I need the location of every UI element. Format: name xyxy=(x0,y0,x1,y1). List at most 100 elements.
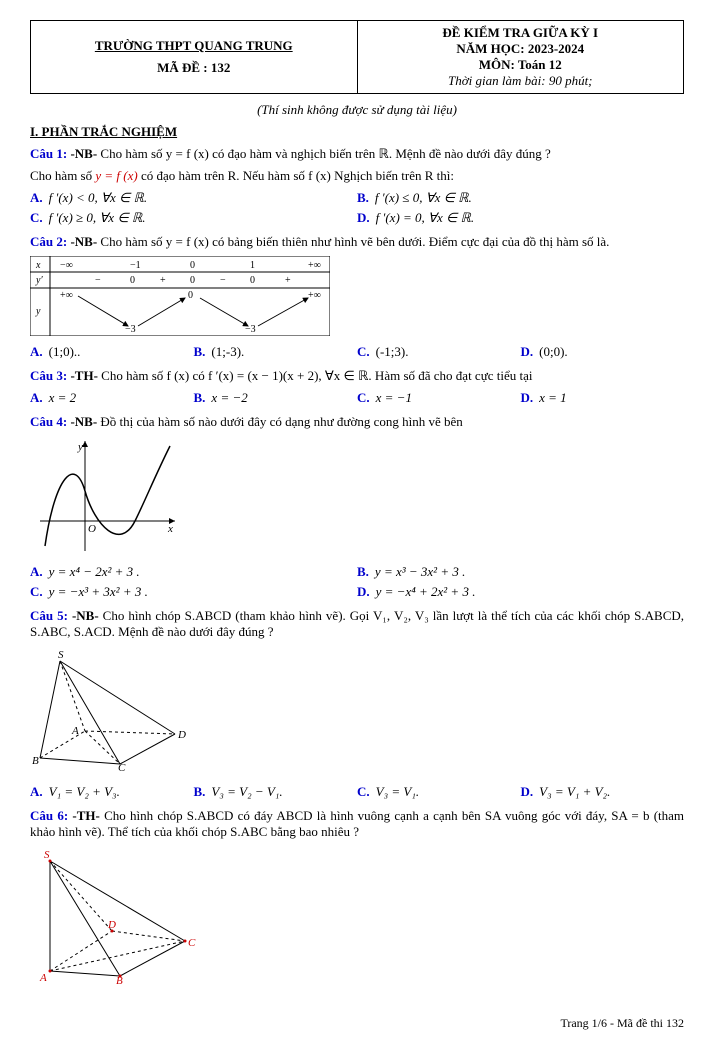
q4-B: y = x³ − 3x² + 3 . xyxy=(375,564,465,579)
q2-B-label: B. xyxy=(194,344,206,359)
q4-A-label: A. xyxy=(30,564,43,579)
section-heading: I. PHẦN TRẮC NGHIỆM xyxy=(30,124,684,140)
q1-B: f ′(x) ≤ 0, ∀x ∈ ℝ. xyxy=(375,190,472,205)
q5-options: A. V₁ = V₂ + V₃. B. V₃ = V₂ − V₁. C. V₃ = V… xyxy=(30,782,684,802)
svg-text:1: 1 xyxy=(250,260,255,271)
svg-text:y: y xyxy=(77,441,83,453)
svg-text:+∞: +∞ xyxy=(308,290,321,301)
header-box: TRƯỜNG THPT QUANG TRUNG MÃ ĐỀ : 132 ĐỀ K… xyxy=(30,20,684,94)
q3-text: Cho hàm số f (x) có f ′(x) = (x − 1)(x +… xyxy=(101,368,532,383)
q4-D-label: D. xyxy=(357,584,370,599)
duration: Thời gian làm bài: 90 phút; xyxy=(366,73,676,89)
q5-B: V₃ = V₂ − V₁. xyxy=(211,784,282,799)
q4-graph: y x O xyxy=(30,436,684,556)
q5-D-label: D. xyxy=(521,784,534,799)
svg-text:0: 0 xyxy=(250,275,255,286)
page-footer: Trang 1/6 - Mã đề thi 132 xyxy=(30,1016,684,1031)
school-name: TRƯỜNG THPT QUANG TRUNG xyxy=(39,38,349,54)
q2-line: Câu 2: -NB- Cho hàm số y = f (x) có bảng… xyxy=(30,234,684,250)
q2-B: (1;-3). xyxy=(211,344,244,359)
svg-text:O: O xyxy=(88,523,96,535)
q1-text: Cho hàm số y = f (x) có đạo hàm và nghịc… xyxy=(100,146,550,161)
instruction: (Thí sinh không được sử dụng tài liệu) xyxy=(30,102,684,118)
svg-text:D: D xyxy=(107,919,116,931)
svg-text:−∞: −∞ xyxy=(60,260,73,271)
q3-C-label: C. xyxy=(357,390,370,405)
q4-options: A.y = x⁴ − 2x² + 3 . B.y = x³ − 3x² + 3 … xyxy=(30,562,684,602)
q2-variation-table: x y′ y −∞ −1 0 1 +∞ − 0 + 0 − 0 + +∞ 0 +… xyxy=(30,256,684,336)
q6-label: Câu 6: xyxy=(30,808,68,823)
q2-A: (1;0).. xyxy=(49,344,81,359)
svg-text:x: x xyxy=(35,260,41,271)
svg-text:+: + xyxy=(285,275,291,286)
q1-options: A. f ′(x) < 0, ∀x ∈ ℝ. B. f ′(x) ≤ 0, ∀x ∈… xyxy=(30,188,684,228)
q4-text: Đồ thị của hàm số nào dưới đây có dạng n… xyxy=(100,414,462,429)
q4-tag: -NB- xyxy=(70,414,97,429)
q5-B-label: B. xyxy=(194,784,206,799)
q3-B: x = −2 xyxy=(211,390,247,405)
q1-sub: Cho hàm số y = f (x) có đạo hàm trên R. … xyxy=(30,168,684,184)
exam-code: MÃ ĐỀ : 132 xyxy=(39,60,349,76)
q3-options: A.x = 2 B.x = −2 C.x = −1 D.x = 1 xyxy=(30,388,684,408)
svg-text:S: S xyxy=(58,649,64,661)
q5-A: V₁ = V₂ + V₃. xyxy=(49,784,120,799)
q1-A-label: A. xyxy=(30,190,43,205)
q5-C-label: C. xyxy=(357,784,370,799)
q1-label: Câu 1: xyxy=(30,146,67,161)
svg-text:D: D xyxy=(177,729,186,741)
q1-A: f ′(x) < 0, ∀x ∈ ℝ. xyxy=(49,190,147,205)
q4-C: y = −x³ + 3x² + 3 . xyxy=(49,584,148,599)
q3-D-label: D. xyxy=(521,390,534,405)
q1-B-label: B. xyxy=(357,190,369,205)
svg-text:0: 0 xyxy=(188,290,193,301)
q3-label: Câu 3: xyxy=(30,368,67,383)
svg-text:y: y xyxy=(35,306,41,317)
svg-text:0: 0 xyxy=(190,260,195,271)
q3-C: x = −1 xyxy=(376,390,412,405)
svg-text:S: S xyxy=(44,849,50,861)
svg-text:B: B xyxy=(32,755,39,767)
q6-figure: S A B C D xyxy=(30,846,684,986)
q6-line: Câu 6: -TH- Cho hình chóp S.ABCD có đáy … xyxy=(30,808,684,840)
q4-label: Câu 4: xyxy=(30,414,67,429)
q1-C-label: C. xyxy=(30,210,43,225)
q3-line: Câu 3: -TH- Cho hàm số f (x) có f ′(x) =… xyxy=(30,368,684,384)
q5-A-label: A. xyxy=(30,784,43,799)
svg-text:−: − xyxy=(95,275,101,286)
school-year: NĂM HỌC: 2023-2024 xyxy=(366,41,676,57)
q1-D: f ′(x) = 0, ∀x ∈ ℝ. xyxy=(376,210,474,225)
q4-B-label: B. xyxy=(357,564,369,579)
svg-text:x: x xyxy=(167,523,173,535)
q1-red: y = f (x) xyxy=(95,168,137,183)
q5-C: V₃ = V₁. xyxy=(376,784,419,799)
q4-C-label: C. xyxy=(30,584,43,599)
svg-text:+∞: +∞ xyxy=(308,260,321,271)
header-left: TRƯỜNG THPT QUANG TRUNG MÃ ĐỀ : 132 xyxy=(31,21,358,94)
svg-text:y′: y′ xyxy=(35,275,43,286)
q3-B-label: B. xyxy=(194,390,206,405)
header-right: ĐỀ KIỂM TRA GIỮA KỲ I NĂM HỌC: 2023-2024… xyxy=(357,21,684,94)
q1-C: f ′(x) ≥ 0, ∀x ∈ ℝ. xyxy=(49,210,146,225)
svg-text:0: 0 xyxy=(190,275,195,286)
q5-text: Cho hình chóp S.ABCD (tham khảo hình vẽ)… xyxy=(30,608,684,639)
q2-D: (0;0). xyxy=(539,344,568,359)
q4-D: y = −x⁴ + 2x² + 3 . xyxy=(376,584,476,599)
q2-options: A.(1;0).. B.(1;-3). C.(-1;3). D.(0;0). xyxy=(30,342,684,362)
q2-C-label: C. xyxy=(357,344,370,359)
exam-title: ĐỀ KIỂM TRA GIỮA KỲ I xyxy=(366,25,676,41)
q5-line: Câu 5: -NB- Cho hình chóp S.ABCD (tham k… xyxy=(30,608,684,640)
svg-text:−: − xyxy=(220,275,226,286)
q4-line: Câu 4: -NB- Đồ thị của hàm số nào dưới đ… xyxy=(30,414,684,430)
q6-tag: -TH- xyxy=(72,808,99,823)
q2-label: Câu 2: xyxy=(30,234,67,249)
q2-tag: -NB- xyxy=(70,234,97,249)
q5-figure: S B C D A xyxy=(30,646,684,776)
q3-A-label: A. xyxy=(30,390,43,405)
svg-text:A: A xyxy=(39,972,47,984)
q1-D-label: D. xyxy=(357,210,370,225)
q6-text: Cho hình chóp S.ABCD có đáy ABCD là hình… xyxy=(30,808,684,839)
q3-D: x = 1 xyxy=(539,390,567,405)
q2-D-label: D. xyxy=(521,344,534,359)
svg-text:−1: −1 xyxy=(130,260,141,271)
svg-text:+: + xyxy=(160,275,166,286)
